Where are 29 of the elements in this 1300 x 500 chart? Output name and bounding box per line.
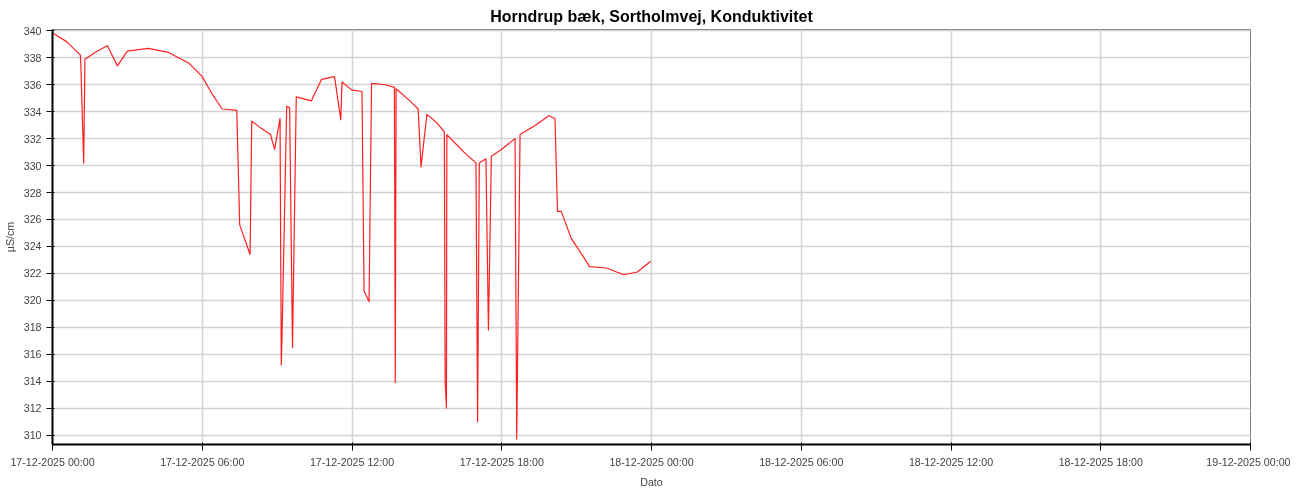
y-tick-label: 310 [23,429,42,442]
y-tick-label: 322 [23,267,42,280]
x-tick-label: 18-12-2025 12:00 [908,455,994,468]
x-axis-title: Dato [640,475,663,488]
x-tick-label: 17-12-2025 00:00 [10,455,95,468]
x-tick-label: 17-12-2025 06:00 [160,455,245,468]
x-tick-label: 18-12-2025 06:00 [759,455,844,468]
line-series [52,31,652,440]
y-tick-label: 312 [23,402,42,415]
y-tick-label: 320 [23,294,42,307]
y-tick-label: 330 [23,159,42,172]
y-tick-label: 328 [23,186,42,199]
y-tick-label: 324 [23,240,42,253]
y-tick-label: 318 [23,321,42,334]
x-tick-label: 19-12-2025 00:00 [1206,455,1291,468]
y-tick-label: 336 [23,78,42,91]
x-tick-label: 17-12-2025 18:00 [459,455,544,468]
y-tick-label: 316 [23,348,42,361]
y-tick-label: 340 [23,24,42,37]
chart-title: Horndrup bæk, Sortholmvej, Konduktivitet [490,7,814,25]
y-tick-label: 332 [23,132,42,145]
x-tick-label: 18-12-2025 18:00 [1058,455,1143,468]
y-tick-label: 338 [23,51,42,64]
x-tick-label: 17-12-2025 12:00 [309,455,395,468]
y-tick-label: 334 [23,105,42,118]
x-tick-label: 18-12-2025 00:00 [609,455,694,468]
y-axis-title: µS/cm [3,221,16,253]
y-tick-label: 326 [23,213,42,226]
y-tick-label: 314 [23,375,42,388]
